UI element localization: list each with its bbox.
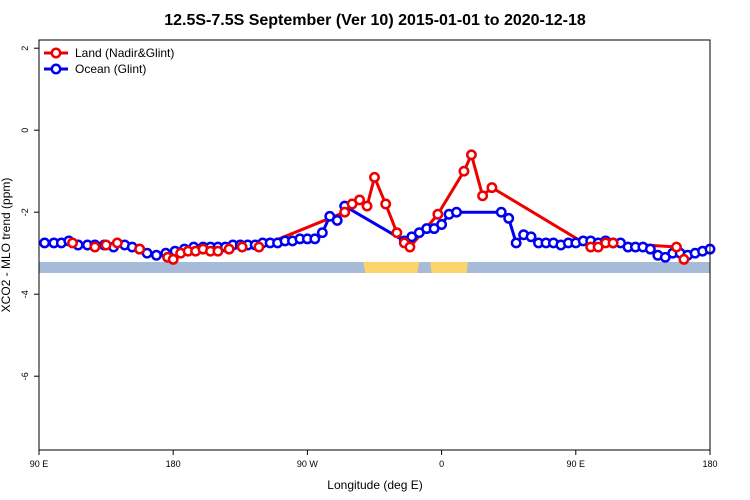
land-point	[486, 182, 498, 194]
land-point	[361, 200, 373, 212]
ocean-point	[309, 233, 321, 245]
land-point	[89, 241, 101, 253]
land-point	[223, 243, 235, 255]
x-tick-label: 180	[166, 459, 181, 469]
ocean-point	[644, 243, 656, 255]
land-point	[465, 149, 477, 161]
y-tick-label: 0	[20, 128, 30, 133]
land-point	[134, 243, 146, 255]
land-point	[432, 208, 444, 220]
ocean-point	[436, 219, 448, 230]
ocean-point	[331, 214, 343, 226]
land-point	[354, 194, 366, 206]
ocean-point	[39, 237, 51, 249]
land-point	[458, 165, 470, 177]
x-tick-label: 90 W	[297, 459, 319, 469]
land-point	[167, 253, 179, 265]
y-axis-label: XCO2 - MLO trend (ppm)	[0, 178, 13, 313]
ocean-point	[451, 206, 462, 218]
ocean-point	[150, 249, 162, 261]
x-tick-label: 180	[702, 459, 717, 469]
land-point	[671, 241, 682, 253]
x-tick-label: 90 E	[567, 459, 586, 469]
legend: Land (Nadir&Glint) Ocean (Glint)	[44, 46, 174, 76]
land-point	[339, 206, 351, 218]
x-tick-label: 0	[439, 459, 444, 469]
land-point	[100, 239, 112, 251]
ocean-point	[525, 231, 537, 243]
land-point	[477, 190, 489, 202]
legend-ocean-label: Ocean (Glint)	[75, 62, 146, 76]
surface-band	[39, 262, 710, 273]
series-layer	[39, 149, 716, 265]
legend-land-label: Land (Nadir&Glint)	[75, 46, 174, 60]
chart-title: 12.5S-7.5S September (Ver 10) 2015-01-01…	[164, 12, 586, 29]
land-point	[212, 245, 224, 257]
ocean-point	[510, 237, 522, 249]
land-point	[391, 227, 403, 239]
plot-frame	[38, 39, 711, 451]
land-point	[67, 237, 79, 249]
land-point	[404, 241, 416, 253]
land-point	[369, 171, 380, 183]
land-point	[111, 237, 123, 249]
land-band	[430, 262, 468, 273]
land-band	[363, 262, 420, 273]
y-tick-label: -6	[20, 372, 30, 380]
legend-ocean-marker	[50, 63, 62, 75]
x-axis: 90 E 180 90 W 0 90 E 180	[30, 450, 718, 469]
x-axis-label: Longitude (deg E)	[327, 478, 422, 492]
ocean-point	[503, 212, 515, 224]
ocean-point	[495, 206, 507, 218]
land-point	[678, 253, 690, 265]
land-point	[253, 241, 265, 253]
x-tick-label: 90 E	[30, 459, 49, 469]
y-tick-label: 2	[20, 46, 30, 51]
legend-land-marker	[50, 47, 62, 59]
y-tick-label: -2	[20, 208, 30, 216]
land-point	[236, 241, 248, 253]
ocean-point	[316, 227, 328, 239]
y-tick-label: -4	[20, 290, 30, 298]
land-point	[380, 198, 392, 210]
land-point	[607, 237, 619, 249]
y-axis: 2 0 -2 -4 -6	[20, 46, 39, 380]
